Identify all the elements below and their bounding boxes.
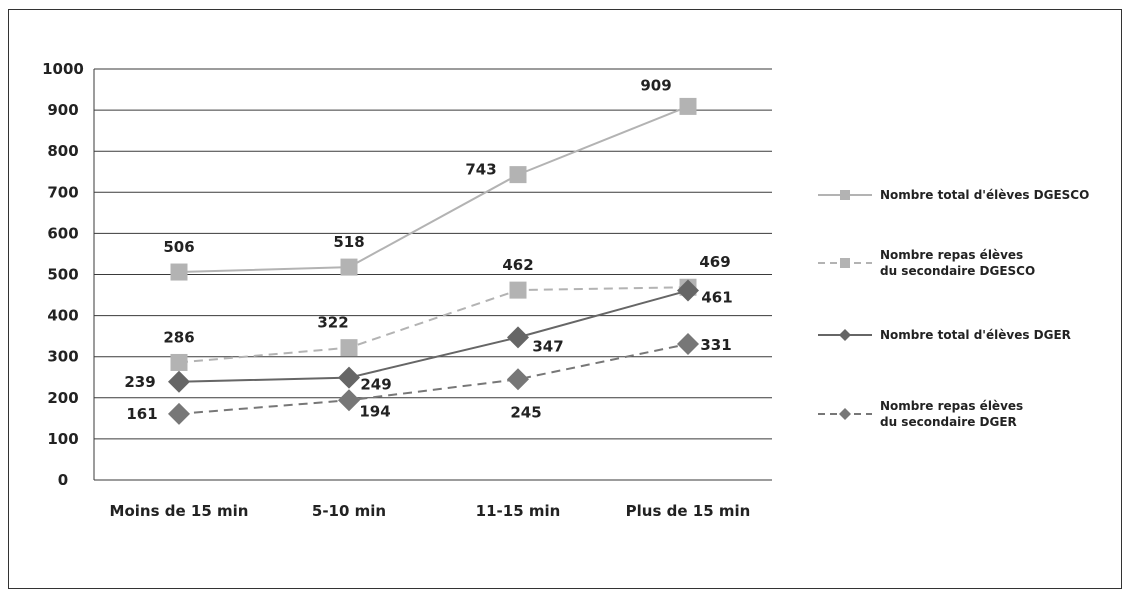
grid: [94, 68, 772, 481]
data-label: 322: [317, 314, 348, 332]
legend: Nombre total d'élèves DGESCO Nombre repas…: [818, 188, 1089, 429]
legend-label: du secondaire DGESCO: [880, 264, 1035, 278]
y-tick-label: 800: [47, 142, 78, 160]
data-label: 743: [465, 161, 496, 179]
x-tick-label: Moins de 15 min: [110, 502, 249, 520]
legend-label: Nombre repas élèves: [880, 399, 1023, 413]
data-point: [509, 281, 527, 299]
series-line: [178, 289, 689, 383]
series-layer: [168, 97, 699, 425]
data-point: [679, 97, 697, 115]
data-label: 506: [163, 238, 194, 256]
data-point: [170, 263, 188, 281]
y-tick-label: 600: [47, 224, 78, 242]
data-point: [507, 326, 529, 349]
legend-entry: Nombre total d'élèves DGESCO: [818, 188, 1089, 202]
y-axis: 0 100 200 300 400 500 600 700 800 900 1000: [42, 60, 95, 489]
data-label: 249: [360, 376, 391, 394]
y-tick-label: 0: [58, 471, 68, 489]
data-label: 461: [701, 289, 732, 307]
legend-swatch-marker: [840, 258, 850, 268]
chart-frame: 0 100 200 300 400 500 600 700 800 900 1000 Moins d…: [8, 9, 1122, 589]
y-tick-label: 400: [47, 307, 78, 325]
y-tick-label: 200: [47, 389, 78, 407]
series-1: [170, 97, 697, 281]
legend-label: Nombre total d'élèves DGER: [880, 328, 1071, 342]
data-point: [338, 366, 360, 389]
legend-swatch-marker: [840, 190, 850, 200]
data-label: 462: [502, 256, 533, 274]
y-tick-label: 500: [47, 266, 78, 284]
series-line: [178, 105, 689, 274]
series-line: [178, 286, 689, 364]
series-4: [168, 332, 699, 425]
data-label: 245: [510, 403, 541, 421]
data-label: 239: [124, 373, 155, 391]
data-label: 469: [699, 253, 730, 271]
y-tick-label: 300: [47, 348, 78, 366]
data-labels: 506 518 743 909 286 322 462 469 239 249 347 461 161 1…: [124, 76, 732, 422]
data-label: 331: [700, 336, 731, 354]
data-point: [168, 370, 190, 393]
data-point: [168, 402, 190, 425]
data-point: [677, 332, 699, 355]
series-3: [168, 279, 699, 393]
data-point: [170, 353, 188, 371]
x-tick-label: Plus de 15 min: [626, 502, 751, 520]
legend-swatch-marker: [839, 408, 851, 420]
data-point: [338, 389, 360, 412]
series-line: [178, 342, 689, 415]
data-label: 194: [359, 402, 390, 420]
data-point: [677, 279, 699, 302]
legend-swatch-marker: [839, 329, 851, 341]
data-label: 161: [126, 405, 157, 423]
data-point: [507, 368, 529, 391]
data-point: [509, 166, 527, 184]
data-point: [340, 339, 358, 357]
legend-entry: Nombre repas élèves du secondaire DGESCO: [818, 248, 1035, 278]
data-point: [340, 258, 358, 276]
data-label: 909: [640, 76, 671, 94]
data-label: 286: [163, 328, 194, 346]
data-label: 347: [532, 337, 563, 355]
legend-label: Nombre total d'élèves DGESCO: [880, 188, 1089, 202]
legend-label: Nombre repas élèves: [880, 248, 1023, 262]
x-tick-label: 5-10 min: [312, 502, 386, 520]
data-label: 518: [333, 233, 364, 251]
y-tick-label: 900: [47, 101, 78, 119]
x-axis: Moins de 15 min 5-10 min 11-15 min Plus de …: [110, 502, 751, 520]
line-chart: 0 100 200 300 400 500 600 700 800 900 1000 Moins d…: [42, 60, 1089, 520]
legend-entry: Nombre total d'élèves DGER: [818, 328, 1071, 342]
y-tick-label: 700: [47, 183, 78, 201]
legend-entry: Nombre repas élèves du secondaire DGER: [818, 399, 1023, 429]
legend-label: du secondaire DGER: [880, 415, 1017, 429]
y-tick-label: 1000: [42, 60, 84, 78]
y-tick-label: 100: [47, 430, 78, 448]
x-tick-label: 11-15 min: [476, 502, 561, 520]
